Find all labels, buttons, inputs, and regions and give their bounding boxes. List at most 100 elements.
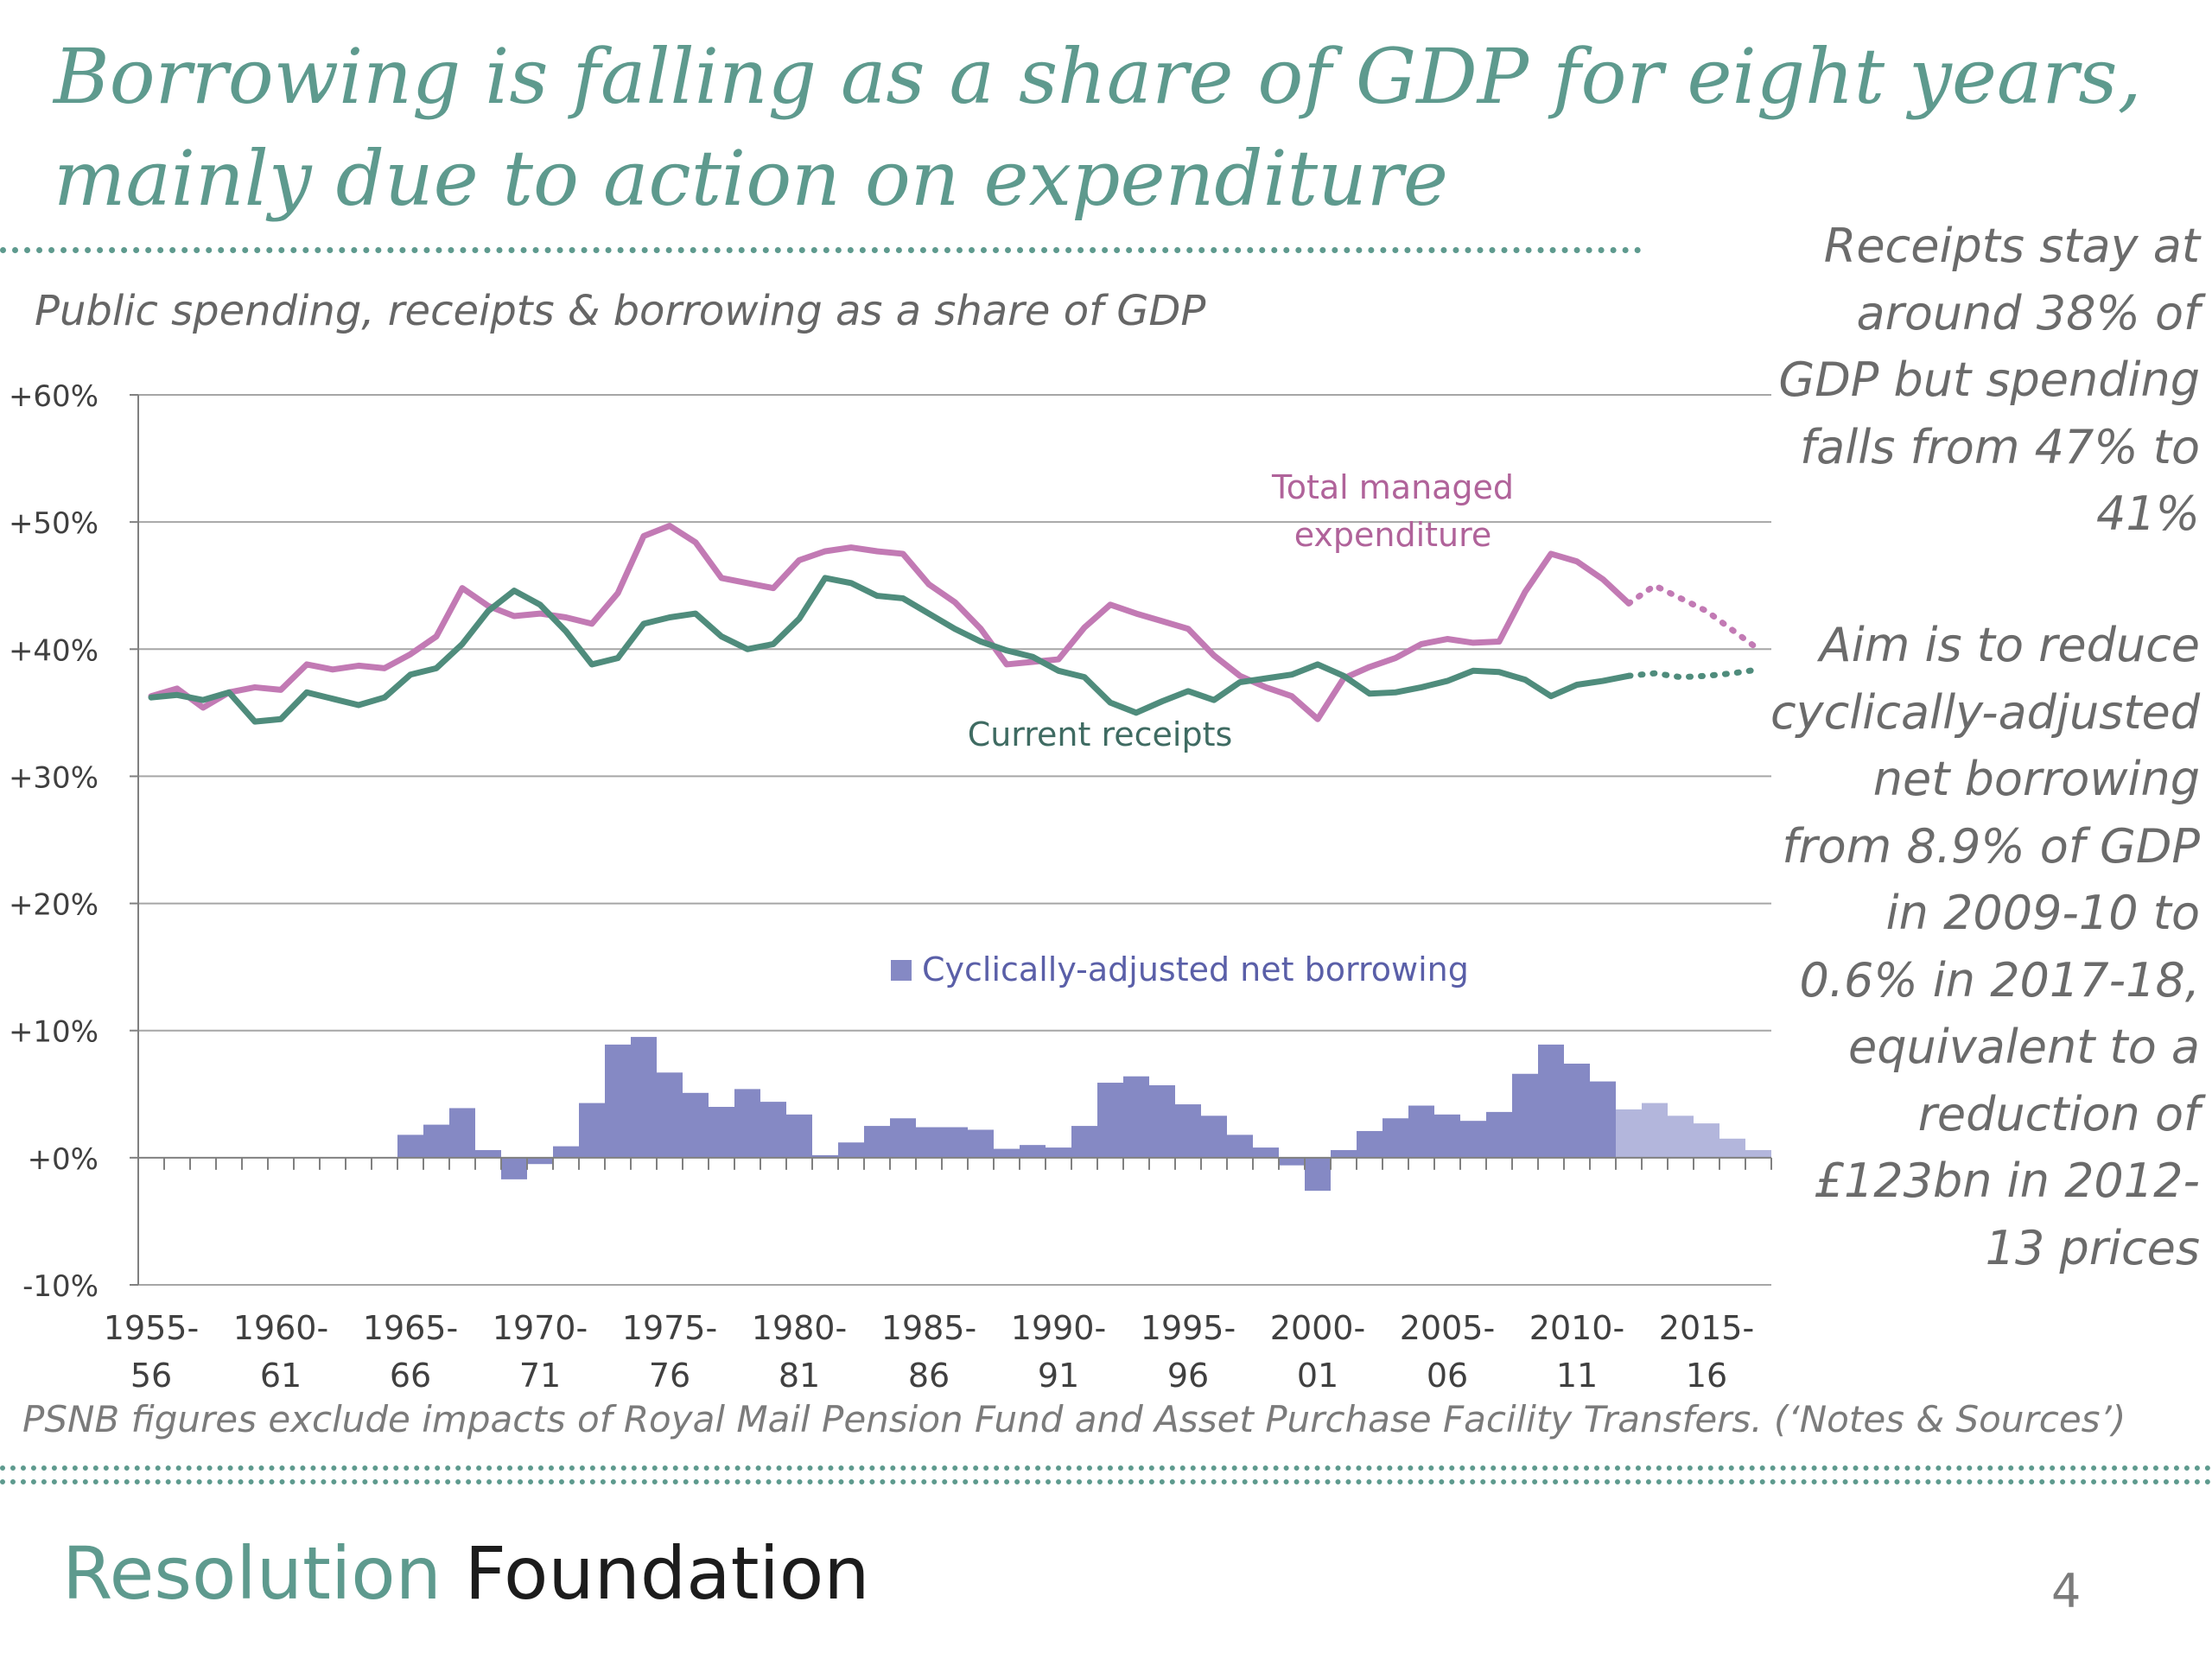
x-tick-label: 66 [390,1357,431,1395]
bottom-dotted-divider-2 [0,1479,2212,1484]
borrowing-bar [1668,1116,1694,1158]
y-tick-label: +0% [28,1142,99,1177]
borrowing-bar [553,1146,579,1158]
x-tick-label: 56 [130,1357,172,1395]
y-tick-label: +50% [9,506,99,541]
y-tick-label: +30% [9,760,99,795]
borrowing-bar [1149,1084,1175,1158]
x-tick-label: 2005- [1400,1309,1495,1347]
borrowing-bar [1434,1114,1460,1158]
borrowing-bar [786,1114,812,1158]
borrowing-bar [838,1142,864,1158]
borrowing-bar [864,1126,890,1158]
borrowing-bar [1382,1118,1408,1158]
grid-lines [138,394,1771,1286]
chart-annotations: Total managed expenditure Current receip… [891,468,1514,988]
borrowing-bars [397,1037,1771,1192]
borrowing-bar [734,1089,760,1158]
borrowing-bar [1408,1105,1434,1158]
borrowing-bar [1616,1109,1642,1158]
slide-title-line-1: Borrowing is falling as a share of GDP f… [54,32,2142,121]
borrowing-bar [1486,1111,1512,1158]
borrowing-bar [1279,1157,1305,1166]
x-tick-label: 81 [779,1357,820,1395]
borrowing-bar [475,1150,501,1158]
page-number: 4 [2051,1564,2082,1618]
x-tick-label: 16 [1686,1357,1727,1395]
x-tick-label: 86 [908,1357,950,1395]
x-tick-label: 91 [1038,1357,1079,1395]
borrowing-bar [1123,1076,1149,1158]
y-tick-label: +10% [9,1015,99,1050]
borrowing-bar [942,1127,968,1158]
x-tick-label: 96 [1167,1357,1209,1395]
borrowing-bar [1175,1104,1201,1158]
borrowing-bar [760,1102,786,1158]
x-tick-label: 1980- [752,1309,847,1347]
borrowing-bar [1097,1083,1123,1158]
borrowing-bar [449,1108,475,1158]
borrowing-bar [1642,1103,1668,1158]
borrowing-bar [1460,1121,1486,1158]
y-tick-label: +20% [9,888,99,923]
borrowing-bar [1305,1157,1331,1192]
borrowing-bar [1357,1130,1382,1158]
x-tick-label: 06 [1427,1357,1468,1395]
x-tick-label: 1955- [104,1309,199,1347]
borrowing-bar [605,1044,631,1158]
y-tick-label: +40% [9,633,99,668]
borrowing-bar [890,1118,916,1158]
chart-title: Public spending, receipts & borrowing as… [35,287,1205,335]
bottom-dotted-divider [0,1465,2212,1471]
x-tick-label: 1985- [881,1309,976,1347]
borrowing-bar [1719,1138,1745,1158]
tme-label-line-1: Total managed [1271,468,1514,506]
borrowing-bar [1201,1116,1227,1158]
borrowing-bar [1020,1145,1046,1158]
borrowing-bar [1694,1123,1719,1158]
y-tick-label: +60% [9,379,99,414]
borrowing-bar [501,1157,527,1179]
borrowing-bar [1590,1081,1616,1158]
series-lines [148,523,1762,725]
borrowing-bar [1564,1063,1590,1158]
borrowing-bar [1253,1147,1279,1158]
x-tick-label: 1990- [1011,1309,1106,1347]
total-managed-expenditure-forecast-line [1625,582,1762,652]
borrowing-bar [1745,1150,1771,1158]
borrowing-bar [527,1157,553,1165]
top-dotted-divider [0,247,1642,253]
gdp-share-chart: Public spending, receipts & borrowing as… [9,287,1772,1395]
borrowing-legend-swatch [891,960,912,981]
borrowing-bar [1512,1073,1538,1158]
logo-foundation: Foundation [464,1531,870,1616]
logo: Resolution Foundation [62,1531,870,1616]
tick-labels: +60% +50% +40% +30% +20% +10% +0% -10%1955- 56 19… [9,379,1754,1395]
slide-title-line-2: mainly due to action on expenditure [54,134,1448,223]
borrowing-bar [423,1124,449,1158]
borrowing-bar [1227,1135,1253,1158]
borrowing-bar [1071,1126,1097,1158]
borrowing-bar [709,1107,734,1158]
x-tick-label: 01 [1297,1357,1338,1395]
borrowing-bar [631,1037,657,1158]
x-tick-label: 76 [649,1357,690,1395]
x-tick-label: 1975- [622,1309,717,1347]
borrowing-bar [1331,1150,1357,1158]
borrowing-bar [1046,1147,1071,1158]
x-tick-label: 1995- [1141,1309,1236,1347]
x-tick-label: 71 [519,1357,561,1395]
x-tick-label: 1965- [363,1309,458,1347]
borrowing-bar [812,1154,838,1158]
borrowing-bar [579,1103,605,1158]
x-tick-label: 61 [260,1357,302,1395]
x-tick-label: 11 [1556,1357,1598,1395]
footnote: PSNB figures exclude impacts of Royal Ma… [22,1398,2126,1440]
total-managed-expenditure-line [148,523,1632,722]
x-tick-label: 1960- [233,1309,328,1347]
borrowing-bar [683,1092,709,1158]
receipts-label: Current receipts [968,715,1233,753]
y-tick-label: -10% [22,1269,99,1304]
x-tick-label: 2010- [1529,1309,1624,1347]
tme-label-line-2: expenditure [1294,516,1492,554]
